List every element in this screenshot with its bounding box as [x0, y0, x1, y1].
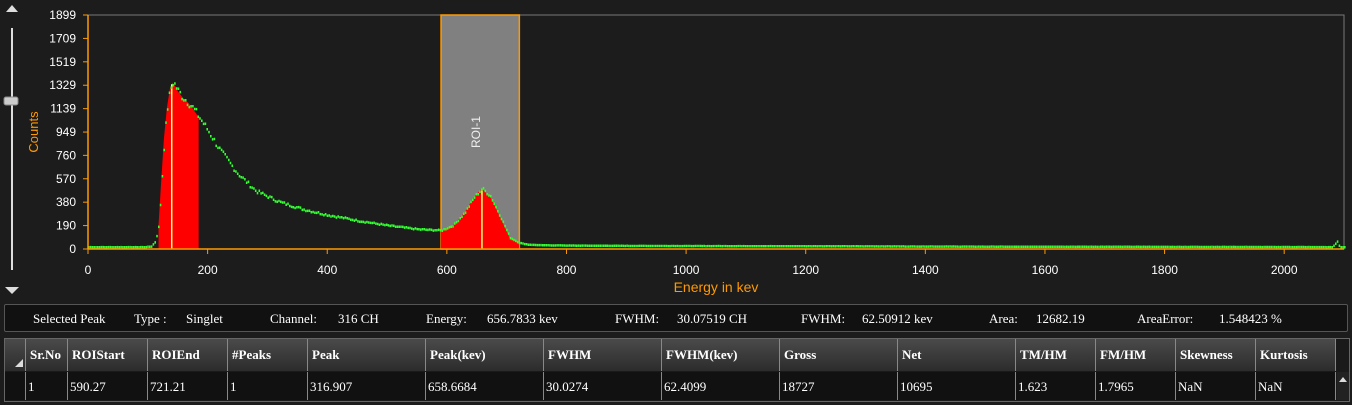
y-tick-label: 1709 — [49, 31, 76, 45]
column-header-peak[interactable]: Peak — [308, 339, 426, 371]
area-error-label: AreaError: — [1137, 311, 1194, 326]
roi-table: Sr.No ROIStart ROIEnd #Peaks Peak Peak(kev) FW… — [4, 338, 1350, 402]
y-tick-label: 380 — [56, 195, 76, 209]
table-cell[interactable]: 10695 — [898, 372, 1016, 400]
area-label: Area: — [989, 311, 1018, 326]
x-tick-label: 400 — [317, 263, 337, 277]
table-cell[interactable]: 1.623 — [1016, 372, 1096, 400]
table-cell[interactable]: 658.6684 — [426, 372, 544, 400]
column-header-kurtosis[interactable]: Kurtosis — [1256, 339, 1336, 371]
x-tick-label: 1200 — [792, 263, 819, 277]
table-cell[interactable]: 30.0274 — [544, 372, 662, 400]
column-header-net[interactable]: Net — [898, 339, 1016, 371]
fwhm-kev-label: FWHM: — [801, 311, 846, 326]
x-tick-label: 0 — [85, 263, 92, 277]
plot-area — [87, 14, 1345, 250]
y-tick-label: 0 — [69, 242, 76, 256]
column-header-peak-kev-[interactable]: Peak(kev) — [426, 339, 544, 371]
zoom-slider[interactable] — [3, 5, 19, 294]
channel-value: 316 CH — [338, 311, 379, 326]
x-tick-label: 2000 — [1271, 263, 1298, 277]
select-all-icon — [15, 359, 23, 367]
x-tick-label: 200 — [198, 263, 218, 277]
table-cell[interactable]: NaN — [1176, 372, 1256, 400]
y-tick-label: 760 — [56, 148, 76, 162]
channel-label: Channel: — [270, 311, 317, 326]
column-header-sr-no[interactable]: Sr.No — [26, 339, 68, 371]
table-cell[interactable]: 1.7965 — [1096, 372, 1176, 400]
table-cell[interactable]: 62.4099 — [662, 372, 780, 400]
zoom-down-arrow-icon[interactable] — [5, 287, 19, 294]
x-tick-label: 600 — [437, 263, 457, 277]
spectrum-data-points — [88, 82, 1346, 249]
row-header[interactable] — [5, 372, 26, 400]
y-tick-label: 570 — [56, 172, 76, 186]
x-axis-label: Energy in kev — [674, 279, 759, 295]
scroll-up-icon[interactable] — [1337, 372, 1349, 400]
type-value: Singlet — [186, 311, 223, 326]
y-tick-label: 1899 — [49, 8, 76, 22]
x-tick-label: 800 — [556, 263, 576, 277]
table-cell[interactable]: NaN — [1256, 372, 1336, 400]
spectrum-chart[interactable]: ROI-1 0 190 380 570 760 949 1139 1329 1519 1709 18… — [0, 0, 1352, 300]
column-header--peaks[interactable]: #Peaks — [228, 339, 308, 371]
column-header-fm-hm[interactable]: FM/HM — [1096, 339, 1176, 371]
fwhm-kev-value: 62.50912 kev — [862, 311, 933, 326]
table-corner[interactable] — [5, 339, 26, 371]
type-label: Type : — [134, 311, 167, 326]
fwhm-ch-label: FWHM: — [615, 311, 660, 326]
y-tick-label: 1519 — [49, 55, 76, 69]
column-header-roiend[interactable]: ROIEnd — [148, 339, 228, 371]
y-tick-label: 190 — [56, 219, 76, 233]
peak-fill-region-1 — [158, 82, 199, 249]
x-tick-label: 1800 — [1151, 263, 1178, 277]
x-tick-label: 1000 — [673, 263, 700, 277]
column-header-skewness[interactable]: Skewness — [1176, 339, 1256, 371]
table-cell[interactable]: 18727 — [780, 372, 898, 400]
table-cell[interactable]: 316.907 — [308, 372, 426, 400]
zoom-slider-thumb[interactable] — [3, 96, 19, 106]
table-cell[interactable]: 1 — [26, 372, 68, 400]
fwhm-ch-value: 30.07519 CH — [677, 311, 748, 326]
area-value: 12682.19 — [1036, 311, 1085, 326]
roi-label: ROI-1 — [469, 116, 483, 148]
column-header-fwhm-kev-[interactable]: FWHM(kev) — [662, 339, 780, 371]
y-tick-label: 949 — [56, 125, 76, 139]
selected-peak-info-bar: Selected Peak Type : Singlet Channel: 31… — [4, 304, 1348, 332]
column-header-tm-hm[interactable]: TM/HM — [1016, 339, 1096, 371]
table-cell[interactable]: 721.21 — [148, 372, 228, 400]
y-tick-label: 1139 — [50, 102, 76, 116]
peak-fill-region-2 — [440, 188, 520, 249]
y-axis-label: Counts — [26, 111, 41, 153]
table-cell[interactable]: 1 — [228, 372, 308, 400]
table-scrollbar[interactable] — [1337, 372, 1349, 400]
column-header-gross[interactable]: Gross — [780, 339, 898, 371]
column-header-fwhm[interactable]: FWHM — [544, 339, 662, 371]
table-cell[interactable]: 590.27 — [68, 372, 148, 400]
zoom-up-arrow-icon[interactable] — [6, 5, 18, 12]
x-tick-label: 1400 — [912, 263, 939, 277]
area-error-value: 1.548423 % — [1219, 311, 1282, 326]
column-header-roistart[interactable]: ROIStart — [68, 339, 148, 371]
y-tick-label: 1329 — [49, 78, 76, 92]
energy-value: 656.7833 kev — [487, 311, 558, 326]
x-tick-label: 1600 — [1032, 263, 1059, 277]
energy-label: Energy: — [426, 311, 467, 326]
selected-peak-label: Selected Peak — [33, 311, 106, 326]
